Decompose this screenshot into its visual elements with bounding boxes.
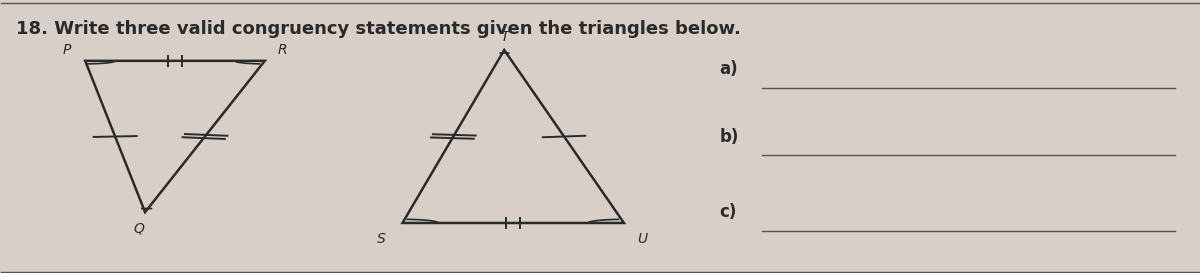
Text: R: R — [278, 43, 288, 57]
Text: c): c) — [720, 203, 737, 221]
Text: 18. Write three valid congruency statements given the triangles below.: 18. Write three valid congruency stateme… — [16, 20, 740, 38]
Text: T: T — [500, 29, 509, 43]
Text: b): b) — [720, 127, 739, 146]
Text: P: P — [64, 43, 72, 57]
Text: Q: Q — [133, 221, 144, 235]
Text: S: S — [377, 232, 385, 246]
Text: a): a) — [720, 60, 738, 78]
Text: U: U — [637, 232, 647, 246]
